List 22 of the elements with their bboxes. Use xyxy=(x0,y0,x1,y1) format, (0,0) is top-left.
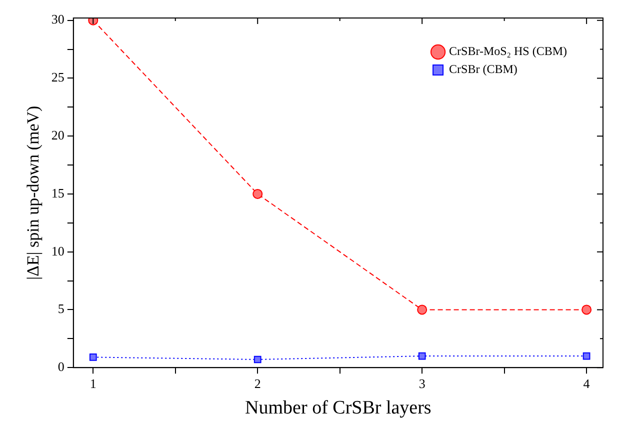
x-tick-label: 3 xyxy=(418,376,426,391)
y-axis-title: |ΔE| spin up-down (meV) xyxy=(24,106,43,280)
legend-label: CrSBr (CBM) xyxy=(449,62,518,76)
y-tick-label: 0 xyxy=(58,359,64,374)
point xyxy=(417,304,428,315)
point xyxy=(89,354,97,361)
y-tick-label: 30 xyxy=(51,12,64,27)
x-axis-title: Number of CrSBr layers xyxy=(245,398,432,419)
x-tick-label: 1 xyxy=(90,376,96,391)
point xyxy=(418,352,426,360)
y-tick-label: 5 xyxy=(58,301,64,316)
y-tick-label: 25 xyxy=(51,70,64,85)
y-tick-label: 10 xyxy=(51,243,64,258)
point xyxy=(582,304,592,315)
x-tick-label: 2 xyxy=(254,376,261,391)
x-tick-label: 4 xyxy=(583,376,590,391)
legend-label: CrSBr-MoS₂ HS (CBM) xyxy=(449,44,568,58)
point xyxy=(582,352,590,360)
point xyxy=(252,188,263,199)
y-tick-label: 20 xyxy=(51,128,64,142)
point xyxy=(254,356,262,364)
y-tick-label: 15 xyxy=(51,185,64,200)
